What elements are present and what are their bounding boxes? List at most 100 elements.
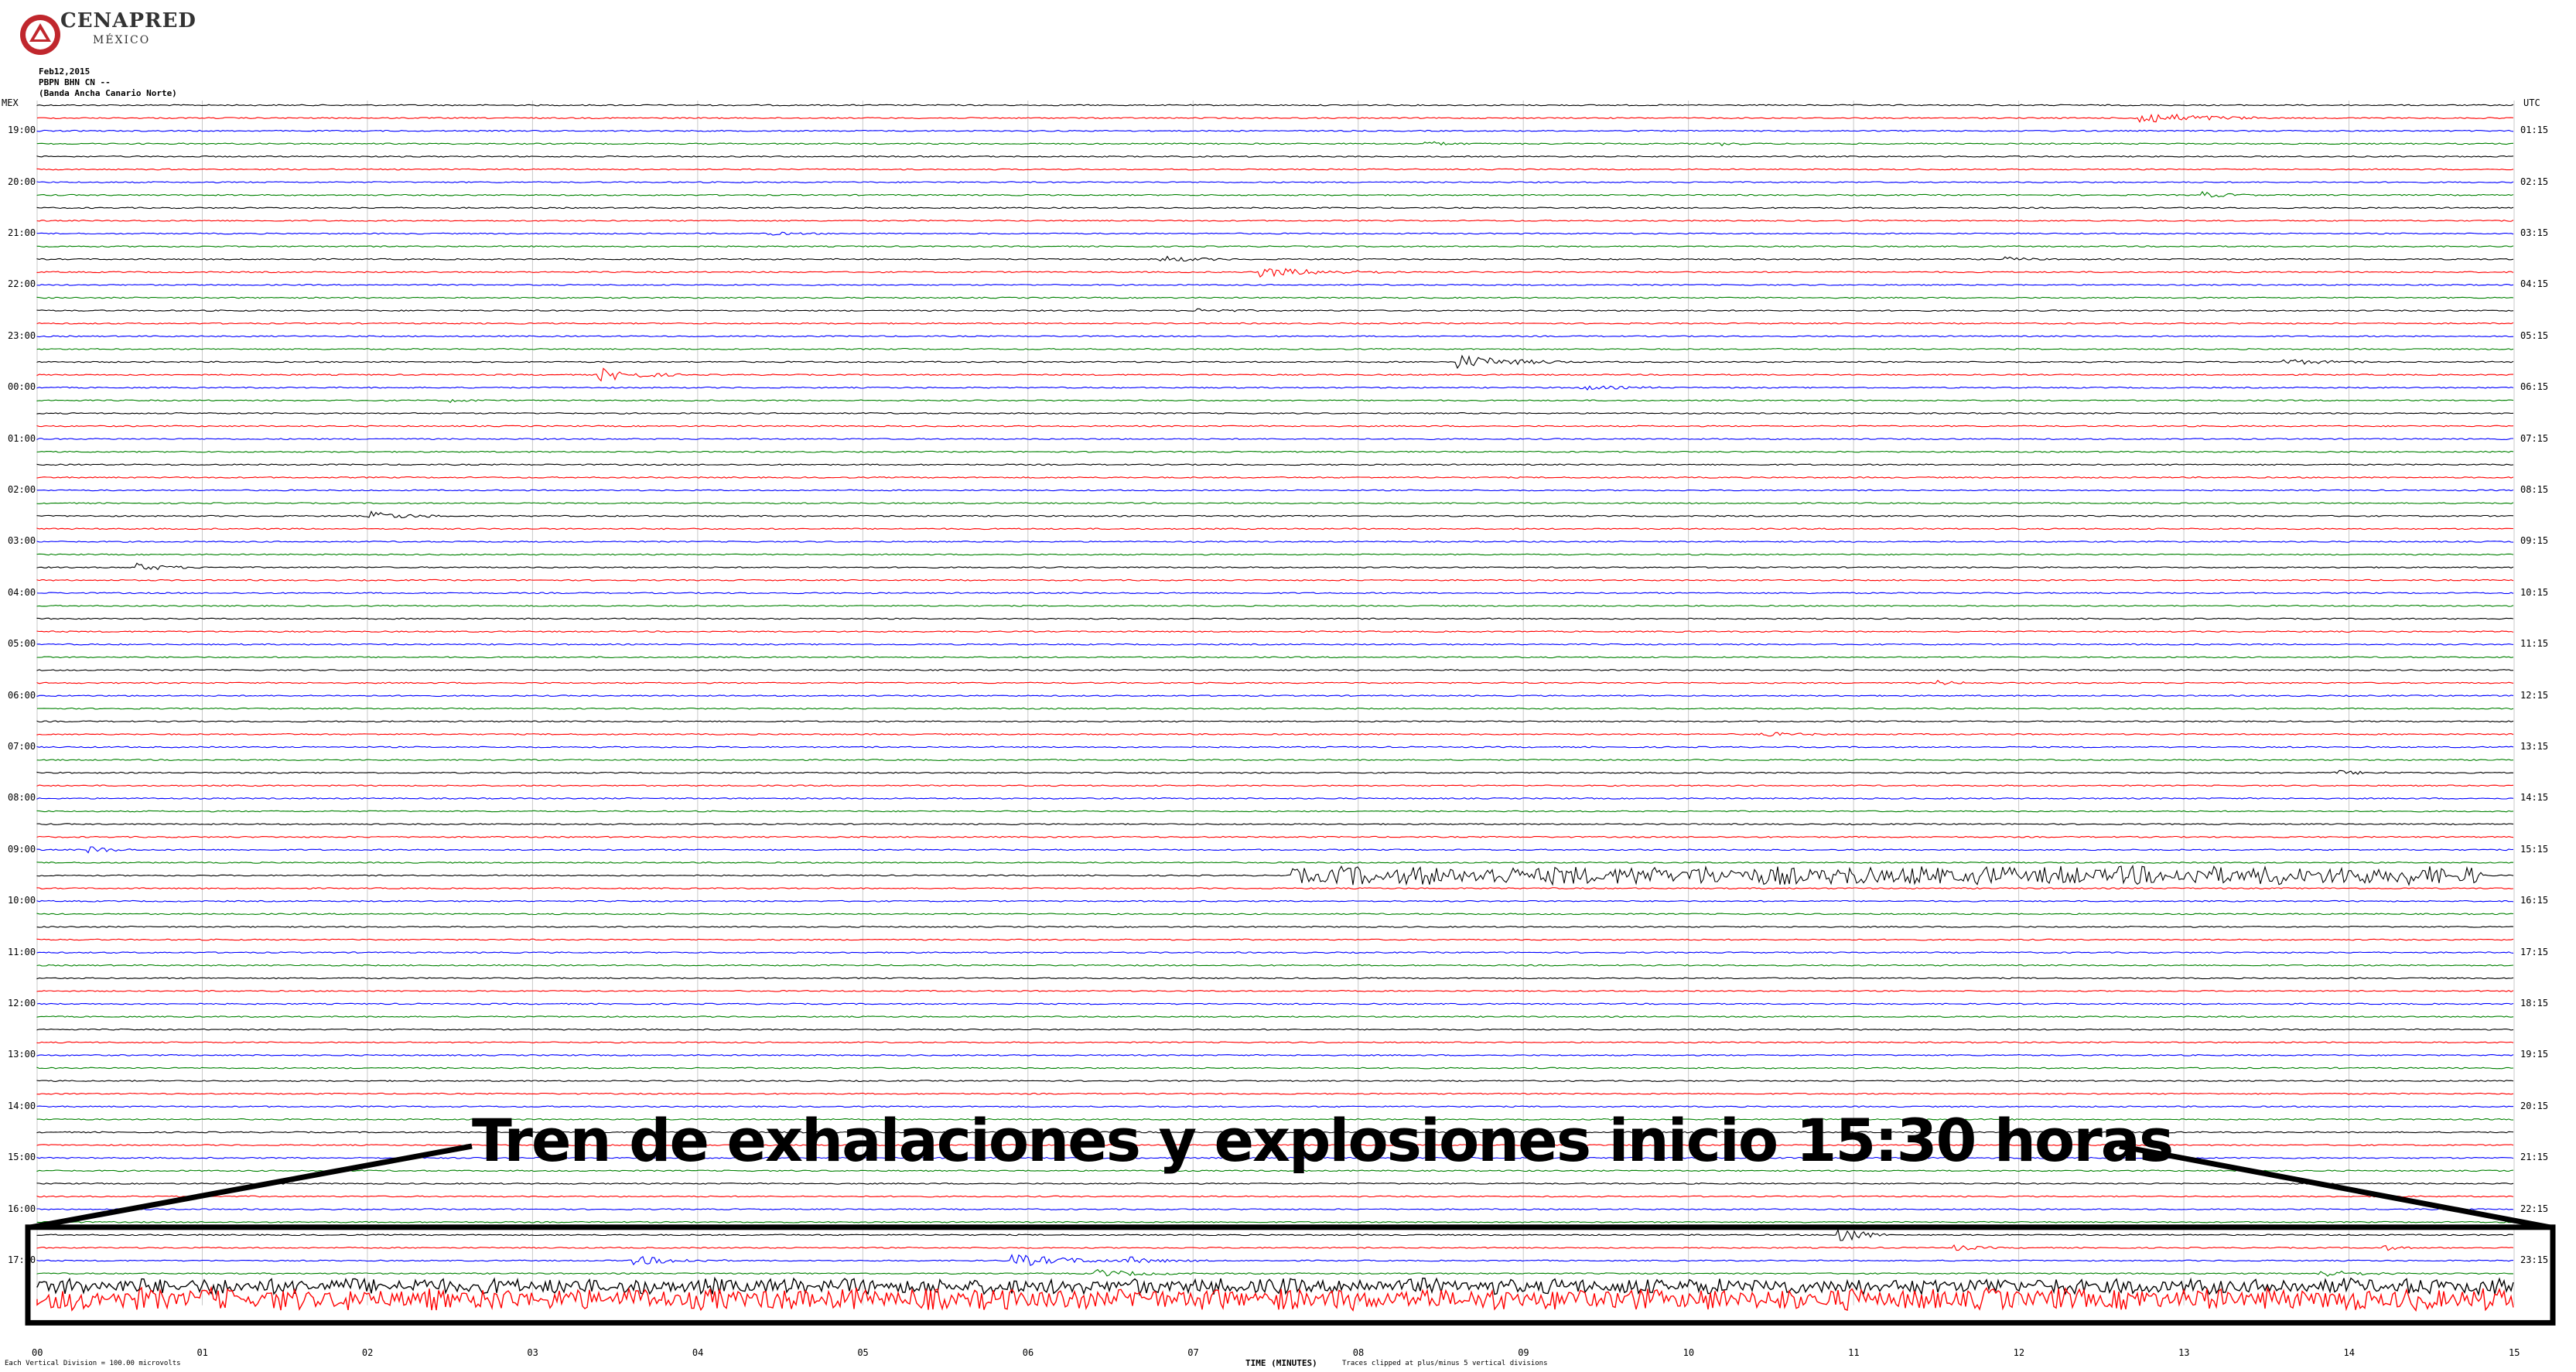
trace-row [36,707,2514,710]
trace-row [36,1220,2514,1224]
trace-row [36,630,2514,633]
trace-row [36,206,2514,210]
left-hour-label: 03:00 [8,535,36,547]
trace-row [36,951,2514,954]
trace-row [36,925,2514,928]
trace-row [36,322,2514,325]
trace-row [36,656,2514,659]
trace-row [36,1105,2514,1108]
trace-row [36,1156,2514,1159]
trace-row [36,1208,2514,1211]
left-hour-label: 16:00 [8,1203,36,1214]
left-hour-label: 17:00 [8,1254,36,1265]
trace-row [36,1285,2514,1312]
trace-row [36,770,2514,776]
left-hour-label: 13:00 [8,1049,36,1060]
left-axis-label: MEX [2,97,19,108]
x-tick-label: 03 [527,1347,538,1358]
trace-row [36,438,2513,441]
right-hour-label: 11:15 [2520,638,2549,650]
trace-row [36,425,2514,428]
trace-row [36,887,2514,890]
vertical-gridlines [36,101,2515,1305]
trace-row [36,861,2514,864]
trace-row [36,1228,2514,1241]
trace-row [36,502,2514,505]
left-hour-label: 04:00 [8,586,36,598]
trace-row [36,846,2514,854]
trace-row [36,398,2514,404]
x-tick-label: 10 [1683,1347,1695,1358]
trace-row [36,510,2514,518]
trace-row [36,668,2514,671]
trace-row [36,1144,2514,1147]
left-hour-label: 00:00 [8,381,36,393]
x-tick-label: 06 [1022,1347,1034,1358]
trace-row [36,720,2514,723]
trace-row [36,129,2514,132]
trace-row [36,190,2514,198]
right-hour-label: 17:15 [2520,946,2549,957]
right-hour-label: 04:15 [2520,278,2549,290]
trace-row [36,562,2514,571]
trace-row [36,977,2514,980]
trace-row [36,113,2514,123]
trace-row [36,810,2514,813]
trace-row [36,1195,2514,1198]
trace-row [36,308,2514,312]
trace-row [36,1080,2514,1083]
trace-row [36,141,2514,147]
header-station-name: (Banda Ancha Canario Norte) [39,88,177,98]
x-tick-label: 01 [196,1347,208,1358]
x-tick-label: 04 [692,1347,704,1358]
trace-row [36,284,2514,286]
trace-row [36,219,2514,222]
left-hour-label: 05:00 [8,638,36,650]
x-tick-label: 05 [857,1347,869,1358]
trace-row [36,797,2514,800]
trace-row [36,168,2514,171]
trace-row [36,864,2514,886]
left-hour-label: 21:00 [8,227,36,238]
x-tick-label: 12 [2013,1347,2025,1358]
footer-scale-note: Each Vertical Division = 100.00 microvol… [5,1360,181,1367]
x-axis-label: TIME (MINUTES) [1245,1358,1317,1368]
right-axis-label: UTC [2523,97,2540,108]
trace-row [36,450,2514,453]
trace-row [36,335,2514,338]
trace-row [36,541,2514,543]
trace-row [36,489,2514,492]
trace-row [36,746,2514,749]
trace-row [36,245,2514,248]
pointer-line-left [30,1143,473,1230]
trace-row [36,1276,2514,1297]
trace-row [36,679,2514,685]
highlight-rectangle [25,1224,2556,1326]
trace-row [36,412,2514,415]
trace-row [36,1268,2514,1277]
left-hour-label: 07:00 [8,741,36,752]
right-hour-label: 03:15 [2520,227,2549,238]
trace-row [36,732,2514,737]
left-hour-label: 11:00 [8,946,36,957]
pointer-line-right [2119,1143,2550,1230]
right-hour-label: 20:15 [2520,1100,2549,1111]
left-hour-label: 09:00 [8,843,36,855]
right-hour-label: 09:15 [2520,535,2549,547]
trace-row [36,759,2514,762]
trace-row [36,181,2514,184]
trace-row [36,643,2514,646]
trace-row [36,1118,2514,1121]
right-hour-label: 10:15 [2520,586,2549,598]
x-tick-label: 09 [1518,1347,1529,1358]
right-hour-label: 13:15 [2520,741,2549,752]
trace-row [36,1131,2514,1134]
trace-row [36,268,2514,278]
trace-row [36,231,2514,236]
right-hour-label: 01:15 [2520,125,2549,136]
annotation-text: Tren de exhalaciones y explosiones inici… [472,1106,2174,1175]
x-tick-label: 15 [2509,1347,2520,1358]
trace-row [36,354,2514,370]
x-tick-label: 02 [361,1347,374,1358]
trace-row [36,463,2514,466]
